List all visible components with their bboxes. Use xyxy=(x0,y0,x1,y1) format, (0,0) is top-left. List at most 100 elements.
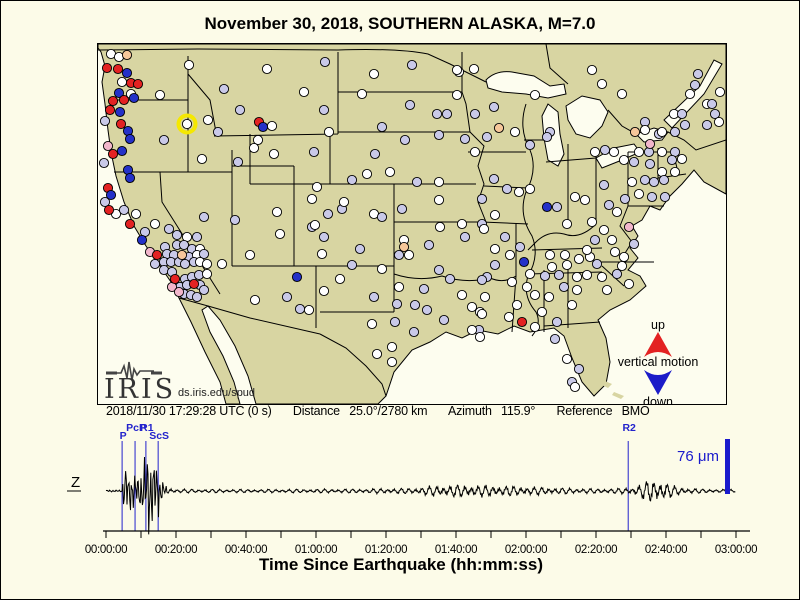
station-dot[interactable] xyxy=(244,249,256,261)
station-dot[interactable] xyxy=(476,274,488,286)
station-dot[interactable] xyxy=(389,316,401,328)
station-dot[interactable] xyxy=(589,234,601,246)
station-dot[interactable] xyxy=(541,131,553,143)
station-dot[interactable] xyxy=(318,104,330,116)
station-dot[interactable] xyxy=(586,216,598,228)
station-dot[interactable] xyxy=(689,79,701,91)
station-dot[interactable] xyxy=(629,126,641,138)
station-dot[interactable] xyxy=(589,146,601,158)
station-dot[interactable] xyxy=(124,172,136,184)
station-dot[interactable] xyxy=(294,303,306,315)
station-map[interactable]: IRIS ds.iris.edu/spud up vertical motion… xyxy=(97,43,727,409)
station-dot[interactable] xyxy=(369,148,381,160)
station-dot[interactable] xyxy=(118,204,130,216)
station-dot[interactable] xyxy=(366,318,378,330)
iris-logo[interactable]: IRIS ds.iris.edu/spud xyxy=(104,361,255,405)
station-dot[interactable] xyxy=(518,256,530,268)
station-dot[interactable] xyxy=(183,59,195,71)
station-dot[interactable] xyxy=(676,108,688,120)
station-dot[interactable] xyxy=(368,68,380,80)
station-dot[interactable] xyxy=(154,89,166,101)
station-dot[interactable] xyxy=(569,191,581,203)
station-dot[interactable] xyxy=(191,231,203,243)
station-dot[interactable] xyxy=(644,158,656,170)
station-dot[interactable] xyxy=(669,126,681,138)
station-dot[interactable] xyxy=(561,353,573,365)
station-dot[interactable] xyxy=(616,88,628,100)
station-dot[interactable] xyxy=(116,145,128,157)
station-dot[interactable] xyxy=(318,231,330,243)
station-dot[interactable] xyxy=(149,218,161,230)
station-dot[interactable] xyxy=(433,264,445,276)
station-dot[interactable] xyxy=(356,88,368,100)
station-dot[interactable] xyxy=(529,321,541,333)
station-dot[interactable] xyxy=(598,224,610,236)
station-dot[interactable] xyxy=(128,92,140,104)
station-dot[interactable] xyxy=(368,291,380,303)
station-dot[interactable] xyxy=(628,238,640,250)
station-dot[interactable] xyxy=(709,108,721,120)
station-dot[interactable] xyxy=(506,276,518,288)
station-dot[interactable] xyxy=(479,291,491,303)
station-dot[interactable] xyxy=(376,121,388,133)
reference-station-ring[interactable] xyxy=(176,113,198,135)
station-dot[interactable] xyxy=(114,106,126,118)
station-dot[interactable] xyxy=(176,249,188,261)
station-dot[interactable] xyxy=(618,154,630,166)
station-dot[interactable] xyxy=(536,306,548,318)
station-dot[interactable] xyxy=(509,126,521,138)
station-dot[interactable] xyxy=(396,203,408,215)
station-dot[interactable] xyxy=(606,234,618,246)
station-dot[interactable] xyxy=(438,314,450,326)
station-dot[interactable] xyxy=(456,289,468,301)
station-dot[interactable] xyxy=(658,174,670,186)
station-dot[interactable] xyxy=(601,284,613,296)
station-dot[interactable] xyxy=(713,116,725,128)
station-dot[interactable] xyxy=(513,186,525,198)
station-dot[interactable] xyxy=(639,124,651,136)
station-dot[interactable] xyxy=(468,63,480,75)
station-dot[interactable] xyxy=(149,258,161,270)
station-dot[interactable] xyxy=(611,268,623,280)
station-dot[interactable] xyxy=(132,78,144,90)
station-dot[interactable] xyxy=(423,239,435,251)
station-dot[interactable] xyxy=(626,176,638,188)
station-dot[interactable] xyxy=(551,316,563,328)
station-dot[interactable] xyxy=(99,196,111,208)
station-dot[interactable] xyxy=(121,49,133,61)
station-dot[interactable] xyxy=(546,261,558,273)
station-dot[interactable] xyxy=(218,83,230,95)
station-dot[interactable] xyxy=(323,126,335,138)
station-dot[interactable] xyxy=(411,176,423,188)
station-dot[interactable] xyxy=(115,118,127,130)
station-dot[interactable] xyxy=(158,134,170,146)
station-dot[interactable] xyxy=(684,88,696,100)
station-dot[interactable] xyxy=(309,219,321,231)
station-dot[interactable] xyxy=(573,253,585,265)
station-dot[interactable] xyxy=(489,259,501,271)
station-dot[interactable] xyxy=(633,146,645,158)
station-dot[interactable] xyxy=(451,89,463,101)
station-dot[interactable] xyxy=(544,249,556,261)
station-dot[interactable] xyxy=(524,139,536,151)
station-dot[interactable] xyxy=(581,244,593,256)
station-dot[interactable] xyxy=(466,324,478,336)
station-dot[interactable] xyxy=(714,86,726,98)
station-dot[interactable] xyxy=(623,278,635,290)
station-dot[interactable] xyxy=(644,138,656,150)
station-dot[interactable] xyxy=(338,196,350,208)
station-dot[interactable] xyxy=(421,304,433,316)
station-dot[interactable] xyxy=(398,241,410,253)
station-dot[interactable] xyxy=(469,108,481,120)
station-dot[interactable] xyxy=(418,283,430,295)
station-dot[interactable] xyxy=(319,56,331,68)
station-dot[interactable] xyxy=(433,129,445,141)
station-dot[interactable] xyxy=(459,133,471,145)
station-dot[interactable] xyxy=(98,157,110,169)
station-dot[interactable] xyxy=(466,301,478,313)
station-dot[interactable] xyxy=(408,326,420,338)
station-dot[interactable] xyxy=(553,269,565,281)
station-dot[interactable] xyxy=(493,122,505,134)
station-dot[interactable] xyxy=(499,231,511,243)
station-dot[interactable] xyxy=(433,176,445,188)
